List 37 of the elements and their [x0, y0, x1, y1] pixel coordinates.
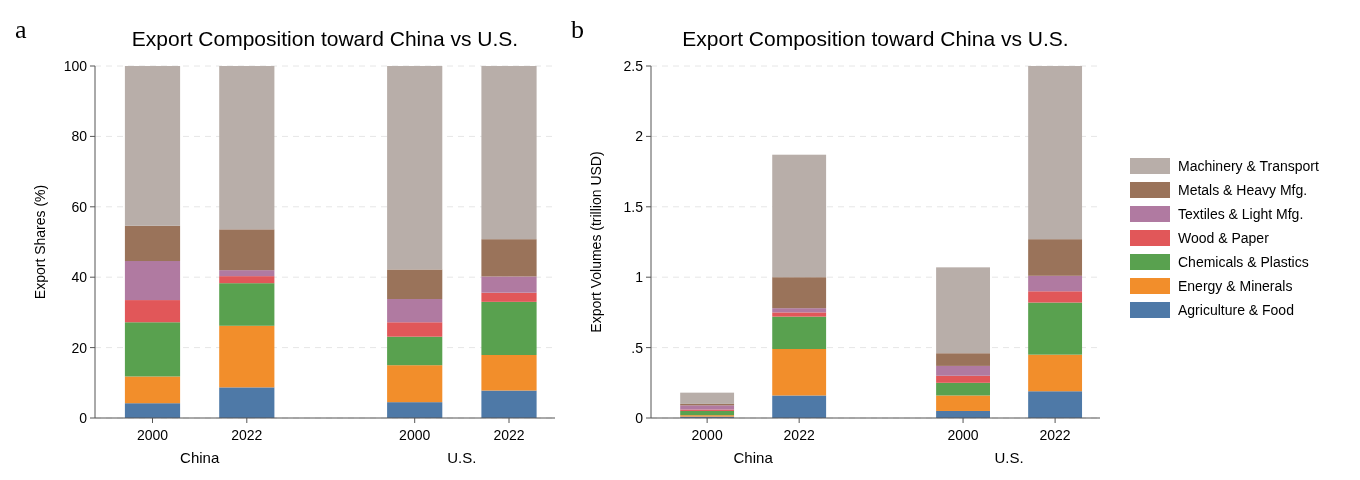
x-tick-label: 2022 — [493, 427, 525, 443]
x-tick-label: 2000 — [399, 427, 431, 443]
y-tick-label: 0 — [79, 410, 88, 426]
y-tick-label: 0 — [635, 410, 644, 426]
legend-label: Agriculture & Food — [1178, 302, 1294, 318]
y-tick-label: 2 — [635, 128, 644, 145]
text: a — [15, 15, 27, 44]
y-tick-label: 2.5 — [623, 58, 644, 74]
y-tick-label: 20 — [71, 339, 88, 356]
x-tick-label: 2000 — [136, 427, 169, 443]
legend-label: Wood & Paper — [1178, 230, 1270, 246]
text: b — [571, 15, 584, 44]
y-tick-label: 1 — [635, 269, 644, 286]
text: U.S. — [447, 449, 477, 466]
legend-label: Chemicals & Plastics — [1178, 254, 1309, 270]
y-axis-title: Export Volumes (trillion USD) — [588, 151, 604, 333]
text: China — [180, 449, 220, 466]
x-tick-label: 2000 — [947, 427, 979, 443]
legend-label: Machinery & Transport — [1178, 158, 1319, 174]
y-tick-label: .5 — [631, 339, 644, 356]
y-axis-title: Export Shares (%) — [32, 184, 48, 300]
legend-label: Energy & Minerals — [1178, 278, 1293, 294]
chart-title: Export Composition toward China vs U.S. — [682, 27, 1069, 50]
text: U.S. — [994, 449, 1024, 466]
legend-label: Textiles & Light Mfg. — [1178, 206, 1304, 222]
y-tick-label: 60 — [71, 198, 88, 215]
legend-label: Metals & Heavy Mfg. — [1178, 182, 1308, 198]
x-tick-label: 2022 — [1039, 427, 1071, 443]
text: China — [733, 449, 774, 466]
chart-title: Export Composition toward China vs U.S. — [131, 27, 519, 50]
x-tick-label: 2022 — [783, 427, 815, 443]
x-tick-label: 2022 — [231, 427, 263, 443]
y-tick-label: 40 — [71, 269, 88, 286]
y-tick-label: 1.5 — [623, 198, 644, 215]
y-tick-label: 100 — [63, 58, 88, 74]
y-tick-label: 80 — [71, 128, 88, 145]
x-tick-label: 2000 — [691, 427, 723, 443]
